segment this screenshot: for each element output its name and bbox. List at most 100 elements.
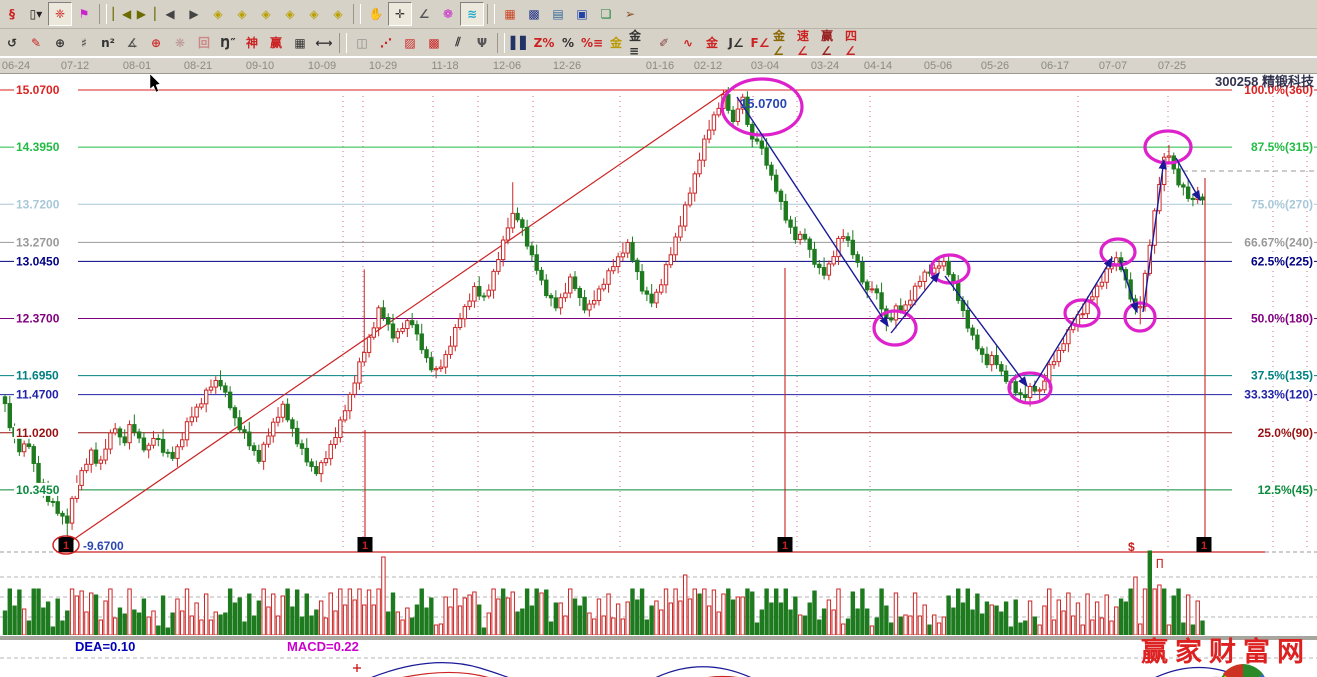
date-tick: 10-09 bbox=[307, 60, 337, 72]
gold-coin-icon[interactable]: 金 bbox=[609, 36, 622, 50]
date-tick: 12-26 bbox=[552, 60, 582, 72]
wave-a-icon[interactable]: ∿ bbox=[682, 35, 694, 50]
trend-arrow bbox=[736, 96, 889, 328]
toolbar-separator bbox=[339, 32, 347, 53]
box-target-icon[interactable]: 回 bbox=[197, 36, 210, 50]
macd-curve bbox=[1155, 666, 1242, 677]
angle-line-tool-icon[interactable]: ∠ bbox=[418, 7, 430, 21]
trend-arrow bbox=[1142, 158, 1167, 313]
volume-bars bbox=[2, 550, 1205, 636]
percent-level-label: 33.33%(120) bbox=[1244, 388, 1313, 402]
highlight-circle bbox=[872, 309, 918, 347]
price-level-label: 15.0700 bbox=[16, 83, 60, 97]
price-level-label: 11.6950 bbox=[16, 369, 59, 383]
save-icon[interactable]: ▣ bbox=[576, 7, 588, 21]
flag-chart-icon[interactable]: ⚑ bbox=[78, 7, 90, 21]
gann-box-icon[interactable]: ▨ bbox=[404, 35, 416, 50]
next-bar-icon[interactable]: ▶ bbox=[189, 7, 199, 21]
go-first-icon[interactable]: ▏◀ bbox=[112, 7, 132, 21]
date-tick: 11-18 bbox=[431, 60, 459, 72]
clip-tool-icon[interactable]: § bbox=[9, 7, 15, 21]
calculator-icon[interactable]: ▩ bbox=[528, 7, 540, 21]
dea-indicator-label: DEA=0.10 bbox=[75, 639, 136, 654]
price-level-label: 13.2700 bbox=[16, 235, 60, 249]
gold-lines-icon[interactable]: 金≡ bbox=[629, 29, 642, 58]
si-angle-icon[interactable]: 四∠ bbox=[845, 29, 858, 58]
ying-tool-icon[interactable]: 赢 bbox=[269, 36, 282, 50]
pitchfork-icon[interactable]: Ψ bbox=[476, 35, 488, 50]
highlight-circle bbox=[1143, 129, 1193, 165]
date-tick: 03-24 bbox=[810, 60, 840, 72]
percent-icon[interactable]: % bbox=[561, 35, 575, 50]
drawing-toolbar: ↺ ✎ ⊕ ♯ n² ∡ ⊕ ❋ 回 Ŋ″ 神赢 ▦ ⟷ ◫ ⋰ ▨ ▩ ⫽ Ψ ▌▋ Z%% %≡ 金金≡ ✐ ∿ 金 J∠ F∠ 金… bbox=[0, 29, 1317, 58]
candlesticks bbox=[2, 87, 1205, 548]
send-icon[interactable]: ➢ bbox=[624, 7, 636, 21]
wave-tool-icon[interactable]: ≋ bbox=[460, 2, 484, 26]
spiral-tool-icon[interactable]: ↺ bbox=[6, 35, 18, 50]
svg-text:1: 1 bbox=[63, 540, 69, 552]
fan-lines-icon[interactable]: ⋰ bbox=[380, 35, 392, 50]
circle-grid-icon[interactable]: ⊕ bbox=[54, 35, 66, 50]
date-axis[interactable]: 06-24 07-12 08-01 08-21 09-10 10-09 10-29 11-18… bbox=[0, 57, 1317, 74]
j-angle-icon[interactable]: J∠ bbox=[728, 35, 744, 50]
start-price-label: -9.6700 bbox=[83, 539, 124, 553]
pencil-measure-icon[interactable]: ✎ bbox=[30, 35, 42, 50]
percent-lines-icon[interactable]: %≡ bbox=[580, 35, 604, 50]
crosshair-tool-icon[interactable]: ✛ bbox=[388, 2, 412, 26]
web-faded-icon[interactable]: ❋ bbox=[174, 35, 186, 50]
date-tick: 02-12 bbox=[693, 60, 723, 72]
svg-text:1: 1 bbox=[362, 540, 368, 552]
channel-icon[interactable]: ⫽ bbox=[455, 35, 461, 49]
peak-price-label: 15.0700 bbox=[740, 96, 787, 111]
pattern-tool-icon[interactable]: ❈ bbox=[48, 2, 72, 26]
percent-level-label: 62.5%(225) bbox=[1251, 254, 1313, 268]
angle-a-icon[interactable]: ∡ bbox=[126, 35, 138, 50]
pi-mark: ∏ bbox=[1156, 558, 1164, 569]
hatch-tool-icon[interactable]: ♯ bbox=[81, 35, 87, 50]
gann-box-filled-icon[interactable]: ▩ bbox=[428, 35, 440, 50]
hand-tool-icon[interactable]: ✋ bbox=[368, 7, 384, 21]
gold-angle-icon[interactable]: 金∠ bbox=[773, 29, 786, 58]
volume-profile-icon[interactable]: ▌▋ bbox=[510, 35, 530, 50]
toolbar-separator bbox=[99, 4, 107, 24]
candle-style-icon[interactable]: ▯▾ bbox=[29, 7, 43, 21]
pane-separator bbox=[0, 636, 1317, 640]
diamond-tool-2-icon[interactable]: ◈ bbox=[237, 7, 247, 21]
brush-icon[interactable]: ✐ bbox=[658, 35, 670, 50]
go-last-icon[interactable]: ▶▕ bbox=[136, 7, 156, 21]
target-red-icon[interactable]: ⊕ bbox=[150, 35, 162, 50]
percent-level-label: 100.0%(360) bbox=[1244, 83, 1313, 97]
gann-web-tool-icon[interactable]: ❁ bbox=[442, 7, 454, 21]
percent-level-label: 25.0%(90) bbox=[1258, 426, 1313, 440]
ruler-icon[interactable]: ▦ bbox=[294, 35, 306, 50]
percent-z-icon[interactable]: Z% bbox=[533, 35, 555, 50]
calendar-icon[interactable]: ▦ bbox=[504, 7, 516, 21]
screenshot-icon[interactable]: ❏ bbox=[600, 7, 612, 21]
percent-level-label: 50.0%(180) bbox=[1251, 312, 1313, 326]
speed-angle-icon[interactable]: 速∠ bbox=[797, 29, 810, 58]
n-mark-icon[interactable]: Ŋ″ bbox=[220, 35, 236, 50]
date-tick: 07-07 bbox=[1098, 60, 1128, 72]
percent-level-label: 66.67%(240) bbox=[1244, 235, 1313, 249]
gold-red-icon[interactable]: 金 bbox=[705, 36, 718, 50]
date-tick: 04-14 bbox=[863, 60, 893, 72]
diamond-tool-3-icon[interactable]: ◈ bbox=[261, 7, 271, 21]
diamond-tool-4-icon[interactable]: ◈ bbox=[285, 7, 295, 21]
f-angle-icon[interactable]: F∠ bbox=[750, 35, 770, 50]
notes-icon[interactable]: ▤ bbox=[552, 7, 564, 21]
price-level-label: 14.3950 bbox=[16, 140, 60, 154]
diamond-tool-5-icon[interactable]: ◈ bbox=[309, 7, 319, 21]
width-arrow-icon[interactable]: ⟷ bbox=[315, 35, 333, 50]
square-number-icon[interactable]: n² bbox=[101, 35, 115, 50]
trend-arrow bbox=[890, 271, 940, 334]
box-ruler-icon[interactable]: ◫ bbox=[356, 35, 368, 50]
cycle-marker-box bbox=[777, 537, 793, 552]
prev-bar-icon[interactable]: ◀ bbox=[165, 7, 175, 21]
diamond-tool-1-icon[interactable]: ◈ bbox=[213, 7, 223, 21]
diamond-tool-6-icon[interactable]: ◈ bbox=[333, 7, 343, 21]
date-tick: 10-29 bbox=[368, 60, 398, 72]
shen-tool-icon[interactable]: 神 bbox=[245, 36, 258, 50]
ying-angle-icon[interactable]: 赢∠ bbox=[821, 29, 834, 58]
